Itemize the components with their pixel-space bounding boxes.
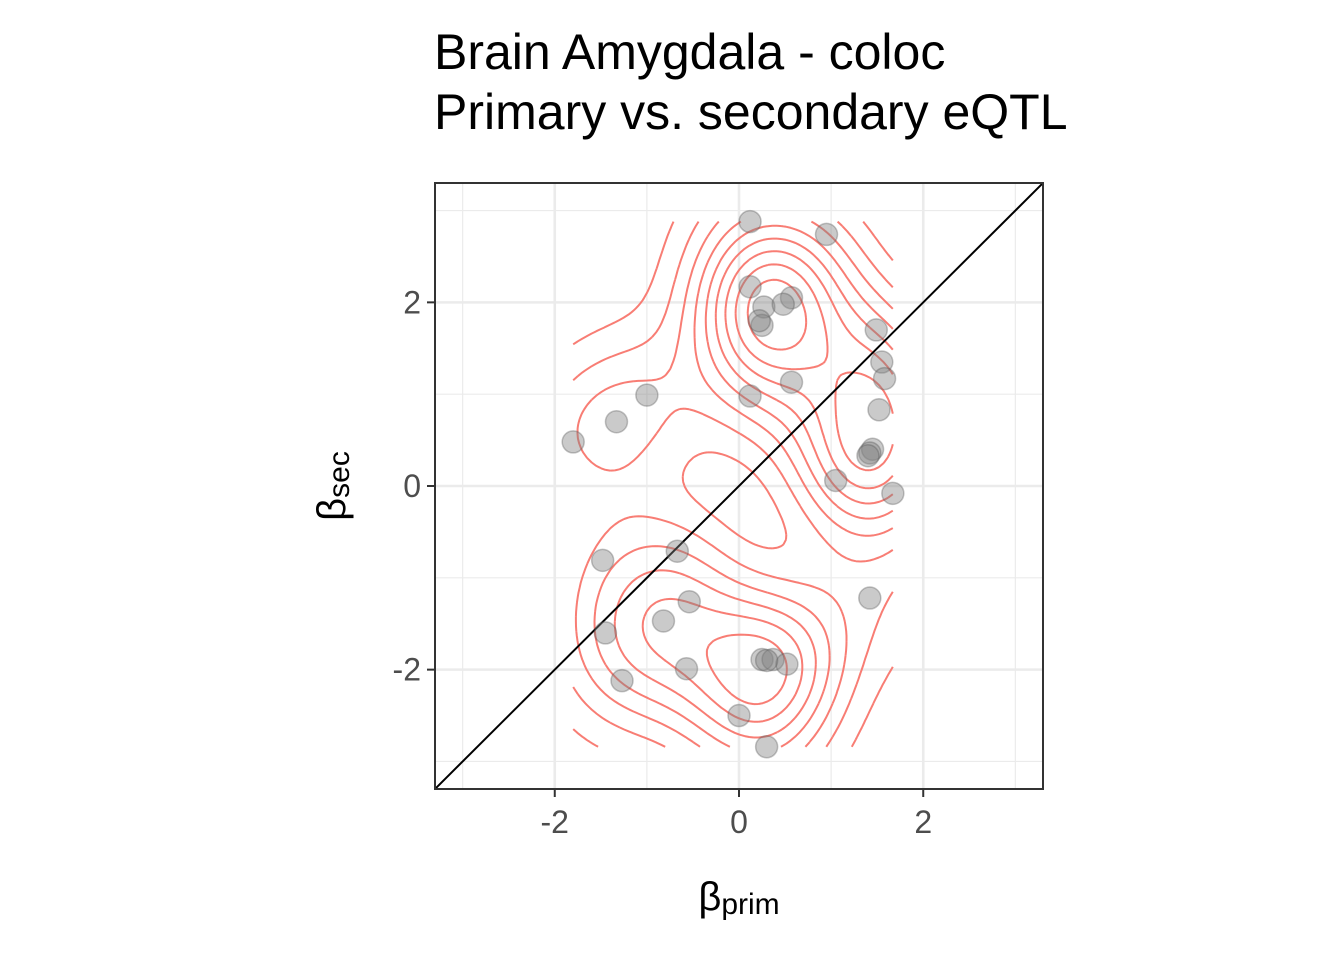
data-point: [779, 370, 804, 394]
data-point: [754, 735, 779, 759]
data-point: [750, 313, 774, 338]
axes: -2 0 2 -2 0 2: [393, 284, 933, 840]
data-point: [858, 586, 882, 610]
data-point: [754, 648, 779, 673]
data-point: [738, 275, 762, 299]
data-point: [858, 441, 882, 465]
density-contour-level: [574, 220, 894, 748]
density-contour-level: [593, 220, 894, 748]
data-point: [752, 295, 776, 319]
y-axis-label: βsec: [310, 451, 356, 521]
data-point: [779, 286, 804, 310]
data-point: [881, 481, 905, 506]
x-tick-label: 2: [914, 804, 932, 840]
data-point: [761, 647, 785, 672]
density-contour-level: [572, 221, 894, 748]
data-point: [727, 703, 751, 728]
y-tick-label: 2: [403, 284, 421, 320]
density-contour-level: [705, 250, 894, 706]
data-point: [864, 318, 889, 342]
data-point: [870, 350, 894, 374]
density-contour-level: [572, 220, 894, 748]
data-point: [674, 656, 699, 681]
chart-title-line-2: Primary vs. secondary eQTL: [434, 84, 1068, 140]
data-point: [738, 384, 762, 408]
y-tick-label: 0: [403, 468, 421, 504]
data-point: [590, 548, 615, 573]
x-tick-label: 0: [730, 804, 748, 840]
y-axis-label-symbol: β: [310, 498, 354, 521]
x-tick-label: -2: [541, 804, 569, 840]
density-contours: [572, 220, 894, 748]
x-axis-label-symbol: β: [698, 875, 721, 919]
data-point: [823, 468, 848, 493]
data-point: [775, 652, 799, 676]
data-point: [750, 647, 774, 672]
data-point: [677, 589, 702, 614]
density-contour-level: [734, 263, 894, 472]
data-point: [771, 292, 795, 316]
x-axis-label: βprim: [698, 875, 779, 921]
chart-title-line-1: Brain Amygdala - coloc: [434, 24, 946, 80]
chart-title: Brain Amygdala - coloc Primary vs. secon…: [434, 22, 1068, 142]
y-axis-label-subscript: sec: [323, 451, 356, 498]
data-points: [561, 209, 905, 759]
data-point: [738, 209, 762, 234]
reference-line: [435, 183, 1043, 789]
reference-line-layer: [435, 183, 1043, 789]
data-point: [593, 621, 618, 645]
data-point: [561, 430, 585, 454]
data-point: [604, 409, 629, 434]
x-axis-label-subscript: prim: [721, 888, 779, 921]
y-tick-label: -2: [393, 652, 421, 688]
data-point: [872, 366, 897, 391]
data-point: [856, 443, 880, 468]
density-contour-level: [613, 224, 894, 739]
data-point: [747, 308, 772, 333]
data-point: [635, 383, 659, 407]
data-point: [610, 668, 634, 693]
data-point: [665, 539, 690, 563]
data-point: [867, 398, 891, 422]
density-contour-level: [641, 237, 894, 723]
data-point: [814, 222, 839, 247]
density-contour-level: [746, 278, 808, 351]
data-point: [651, 609, 676, 633]
data-point: [860, 437, 885, 462]
